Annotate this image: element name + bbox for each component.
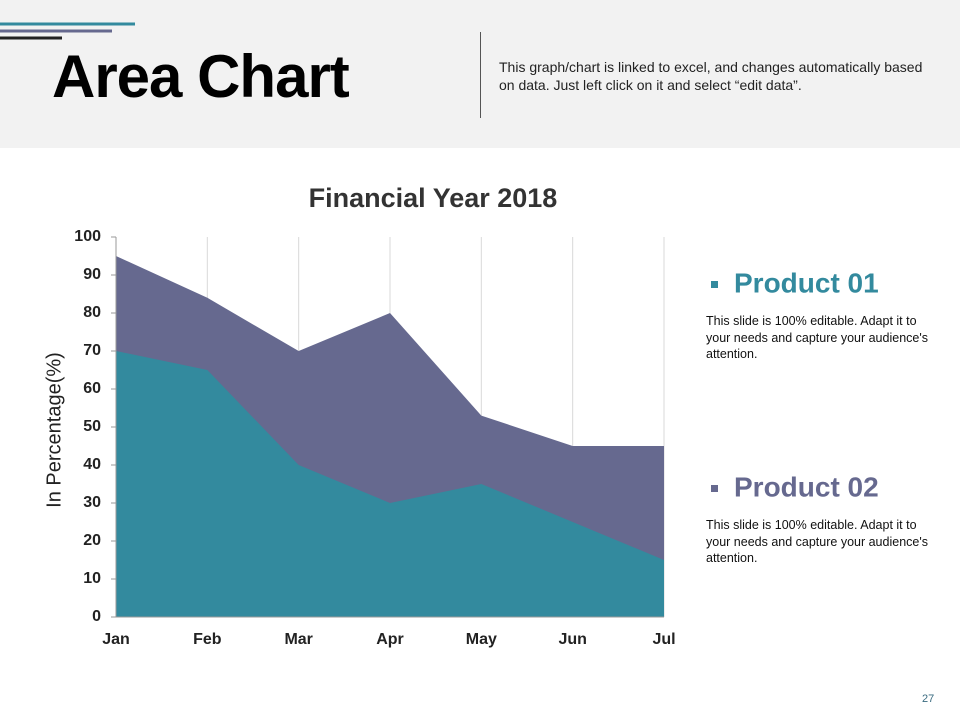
chart-title: Financial Year 2018 xyxy=(309,183,558,213)
y-tick-label: 80 xyxy=(83,304,101,321)
legend-label: Product 01 xyxy=(734,267,879,298)
y-tick-label: 50 xyxy=(83,418,101,435)
y-tick-label: 40 xyxy=(83,456,101,473)
x-tick-label: Apr xyxy=(376,631,404,648)
y-tick-label: 70 xyxy=(83,342,101,359)
x-tick-label: Feb xyxy=(193,631,222,648)
y-tick-label: 100 xyxy=(74,228,101,245)
y-tick-label: 10 xyxy=(83,570,101,587)
y-tick-label: 20 xyxy=(83,532,101,549)
y-tick-label: 30 xyxy=(83,494,101,511)
y-axis-label: In Percentage(%) xyxy=(43,352,65,508)
x-tick-label: Jun xyxy=(558,631,586,648)
description: This graph/chart is linked to excel, and… xyxy=(499,59,923,93)
page-number: 27 xyxy=(922,693,935,705)
legend-note: This slide is 100% editable. Adapt it to… xyxy=(706,314,928,361)
x-tick-label: Mar xyxy=(284,631,312,648)
legend-note: This slide is 100% editable. Adapt it to… xyxy=(706,518,928,565)
title: Area Chart xyxy=(52,43,350,110)
x-tick-label: May xyxy=(466,631,497,648)
x-tick-label: Jan xyxy=(102,631,130,648)
x-tick-label: Jul xyxy=(652,631,675,648)
area xyxy=(116,351,664,617)
legend-label: Product 02 xyxy=(734,471,879,502)
legend-bullet xyxy=(711,281,718,288)
y-tick-label: 90 xyxy=(83,266,101,283)
legend-bullet xyxy=(711,485,718,492)
y-tick-label: 60 xyxy=(83,380,101,397)
divider xyxy=(480,32,481,118)
y-tick-label: 0 xyxy=(92,608,101,625)
